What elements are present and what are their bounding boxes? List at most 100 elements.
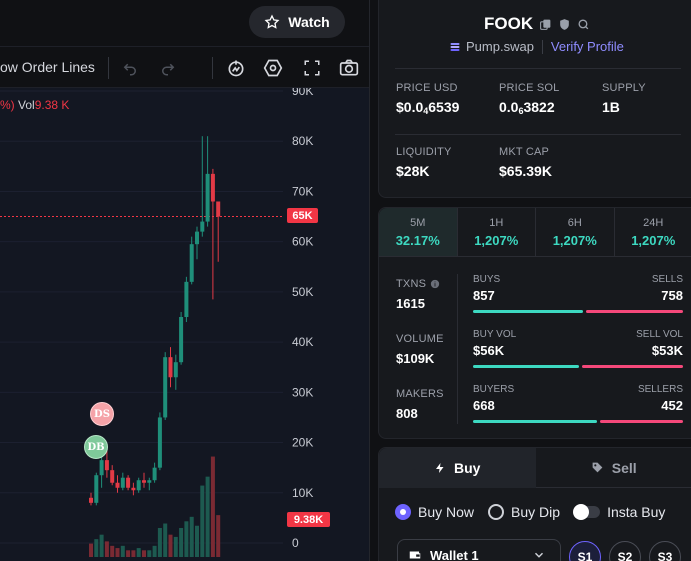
y-tick-label: 70K [292,184,313,198]
star-icon [264,14,280,29]
volume-split: BUY VOL SELL VOL $56K $53K [473,329,683,368]
tab-sell[interactable]: Sell [535,448,691,488]
dex-link[interactable]: Pump.swap [449,39,534,54]
volume-bar [94,539,99,557]
timeframe-tabs: 5M 32.17% 1H 1,207% 6H 1,207% 24H 1,207% [379,208,691,256]
slot-s1-button[interactable]: S1 [569,541,601,561]
candle-body [184,281,189,317]
lightning-icon [436,463,444,473]
option-buy-dip[interactable]: Buy Dip [488,504,560,520]
buy-mode-options: Buy Now Buy Dip Insta Buy [395,504,665,520]
toolbar-divider [108,57,109,79]
stat-value: $65.39K [499,163,552,179]
candle-body [168,357,173,378]
dev-sell-marker[interactable]: DS [90,402,114,426]
stat-value: $0.046539 [396,99,460,116]
candle-body [173,362,178,378]
candle-body [126,477,131,488]
fullscreen-icon[interactable] [300,56,324,80]
search-icon[interactable] [577,18,590,31]
candle-body [147,480,152,483]
tab-buy[interactable]: Buy [379,448,536,488]
y-tick-label: 60K [292,235,313,249]
divider [541,39,543,54]
option-insta-buy[interactable]: Insta Buy [573,504,665,520]
metric-txns: TXNS 1615 [396,278,440,311]
candle-body [115,482,120,488]
last-volume-tag: 9.38K [287,512,330,527]
candle-body [142,480,146,483]
shield-icon[interactable] [558,18,571,31]
candle-body [210,173,215,202]
metric-value: 808 [396,406,418,421]
option-buy-now[interactable]: Buy Now [395,504,474,520]
y-tick-label: 50K [292,285,313,299]
candle-body [205,173,210,222]
legend-vol-label: Vol [18,98,35,112]
copy-icon[interactable] [539,18,552,31]
chevron-down-icon [534,552,544,558]
chart-topbar: Watch [0,0,369,46]
candle-body [89,497,93,503]
info-icon[interactable] [430,279,440,289]
slot-s3-button[interactable]: S3 [649,541,681,561]
volume-legend: %) Vol9.38 K [0,98,69,112]
volume-bar [189,516,194,557]
undo-icon[interactable] [118,56,142,80]
redo-icon[interactable] [156,56,180,80]
volume-bar [210,456,215,557]
candle-body [120,477,125,488]
tab-5m[interactable]: 5M 32.17% [379,208,458,256]
candlestick-chart[interactable]: 90K 80K 70K 60K 50K 40K 30K 20K 10K 0 [0,88,369,561]
indicator-icon[interactable] [224,56,248,80]
tab-24h[interactable]: 24H 1,207% [631,217,676,248]
token-title-row: FOOK [484,14,590,34]
show-order-lines-toggle[interactable]: ow Order Lines [0,59,95,75]
metric-value: 1615 [396,296,425,311]
candle-body [136,480,141,491]
y-tick-label: 20K [292,436,313,450]
split-bar [473,310,683,313]
volume-bar [168,534,173,557]
volume-bar [131,550,136,557]
stat-label: PRICE USD [396,82,458,94]
dev-buy-marker[interactable]: DB [84,435,108,459]
volume-bar [136,548,141,557]
tab-1h[interactable]: 1H 1,207% [458,208,536,256]
candle-body [104,460,109,471]
settings-hex-icon[interactable] [261,56,285,80]
watch-button[interactable]: Watch [249,6,345,38]
candle-body [163,357,168,418]
volume-bar [104,541,109,557]
verify-profile-link[interactable]: Verify Profile [550,39,624,54]
wallet-select[interactable]: Wallet 1 [397,539,561,561]
candle-body [179,317,184,363]
slot-s2-button[interactable]: S2 [609,541,641,561]
candle-body [216,201,221,217]
candle-body [189,244,194,282]
buys-sells-split: BUYS SELLS 857 758 [473,274,683,313]
metric-makers: MAKERS 808 [396,388,444,421]
stat-supply: SUPPLY 1B [602,82,646,115]
volume-bar [147,550,152,557]
volume-bar [200,485,205,557]
legend-vol-value: 9.38 K [34,98,70,112]
stat-label: PRICE SOL [499,82,560,94]
volume-bar [173,536,178,557]
metric-volume: VOLUME $109K [396,333,444,366]
tab-6h[interactable]: 6H 1,207% [536,208,615,256]
candle-body [152,467,157,481]
stat-liquidity: LIQUIDITY $28K [396,146,452,179]
volume-bar [163,523,168,557]
stat-label: SUPPLY [602,82,646,94]
y-tick-label: 90K [292,88,313,98]
volume-bar [89,543,93,557]
panel-divider [369,0,370,561]
camera-icon[interactable] [337,56,361,80]
dex-name: Pump.swap [466,39,534,54]
y-tick-label: 10K [292,486,313,500]
toggle-icon [573,504,601,520]
metric-label: MAKERS [396,388,444,400]
pump-swap-icon [450,42,460,51]
volume-bar [195,525,199,557]
